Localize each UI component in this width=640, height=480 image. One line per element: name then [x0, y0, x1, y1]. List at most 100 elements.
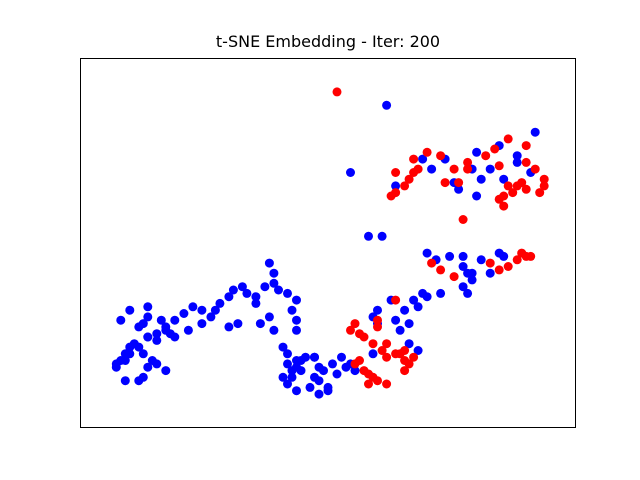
scatter-point — [156, 315, 166, 325]
scatter-point — [210, 305, 220, 315]
scatter-point — [269, 278, 279, 288]
scatter-point — [409, 154, 419, 164]
scatter-point — [143, 302, 153, 312]
scatter-point — [264, 258, 274, 268]
scatter-point — [355, 356, 364, 365]
scatter-point — [314, 362, 324, 372]
scatter-point — [530, 127, 540, 137]
scatter-point — [120, 356, 130, 365]
scatter-point — [377, 231, 387, 241]
scatter-point — [116, 315, 126, 325]
scatter-point — [409, 295, 419, 305]
scatter-point — [499, 251, 509, 261]
scatter-point — [391, 188, 401, 198]
scatter-point — [183, 325, 193, 335]
scatter-point — [350, 366, 360, 376]
scatter-point — [494, 265, 504, 275]
scatter-point — [283, 288, 292, 298]
scatter-point — [283, 349, 292, 359]
scatter-point — [296, 366, 306, 376]
scatter-point — [350, 319, 360, 329]
scatter-point — [197, 305, 207, 315]
scatter-point — [283, 379, 292, 389]
scatter-point — [440, 178, 450, 188]
scatter-point — [499, 201, 509, 211]
scatter-point — [427, 164, 437, 174]
scatter-point — [521, 157, 531, 167]
scatter-point — [512, 255, 522, 265]
scatter-point — [485, 258, 495, 268]
scatter-point — [458, 251, 468, 261]
plot-frame — [80, 58, 576, 428]
scatter-point — [292, 325, 301, 335]
scatter-point — [422, 248, 432, 258]
scatter-point — [152, 359, 162, 369]
scatter-point — [467, 275, 477, 285]
scatter-point — [125, 305, 135, 315]
scatter-point — [494, 194, 504, 204]
scatter-point — [404, 339, 414, 349]
scatter-point — [287, 372, 297, 382]
scatter-point — [391, 315, 401, 325]
scatter-point — [368, 339, 378, 349]
scatter-point — [499, 174, 509, 184]
scatter-point — [269, 325, 279, 335]
scatter-point — [364, 379, 373, 389]
scatter-point — [161, 322, 171, 332]
scatter-point — [269, 268, 279, 278]
scatter-point — [143, 312, 153, 322]
scatter-point — [458, 215, 468, 224]
scatter-point — [494, 161, 504, 171]
scatter-point — [274, 285, 283, 295]
scatter-point — [436, 288, 446, 298]
scatter-point — [287, 305, 297, 315]
scatter-point — [530, 164, 540, 174]
scatter-point — [422, 147, 432, 157]
scatter-point — [472, 191, 482, 201]
scatter-point — [413, 346, 423, 355]
scatter-point — [111, 359, 121, 369]
scatter-point — [400, 366, 410, 376]
scatter-point — [287, 366, 297, 376]
scatter-point — [404, 174, 414, 184]
scatter-point — [413, 302, 423, 312]
scatter-point — [490, 144, 500, 154]
scatter-point — [535, 188, 545, 198]
scatter-point — [458, 282, 468, 292]
scatter-point — [400, 305, 410, 315]
scatter-point — [152, 329, 162, 339]
scatter-point — [382, 352, 392, 362]
scatter-point — [188, 302, 198, 312]
scatter-point — [463, 288, 473, 298]
scatter-point — [463, 157, 473, 167]
scatter-point — [503, 181, 513, 191]
scatter-point — [332, 369, 342, 379]
scatter-point — [152, 335, 162, 345]
scatter-point — [237, 282, 247, 292]
scatter-point — [418, 154, 428, 164]
scatter-point — [278, 342, 288, 352]
scatter-point — [503, 134, 513, 144]
scatter-point — [391, 181, 401, 191]
scatter-point — [395, 325, 405, 335]
scatter-point — [391, 295, 401, 305]
scatter-point — [512, 151, 522, 161]
scatter-point — [143, 362, 153, 372]
scatter-point — [310, 352, 319, 362]
scatter-point — [197, 319, 207, 329]
scatter-point — [449, 272, 459, 282]
scatter-point — [314, 376, 324, 386]
scatter-point — [260, 282, 270, 292]
scatter-point — [228, 285, 238, 295]
scatter-point — [476, 255, 486, 265]
scatter-point — [503, 262, 513, 271]
scatter-point — [463, 268, 473, 278]
scatter-point — [413, 164, 423, 174]
scatter-point — [305, 382, 315, 392]
scatter-point — [485, 164, 495, 174]
scatter-point — [138, 319, 148, 329]
scatter-point — [264, 312, 274, 322]
scatter-point — [165, 329, 175, 339]
scatter-point — [373, 376, 382, 386]
